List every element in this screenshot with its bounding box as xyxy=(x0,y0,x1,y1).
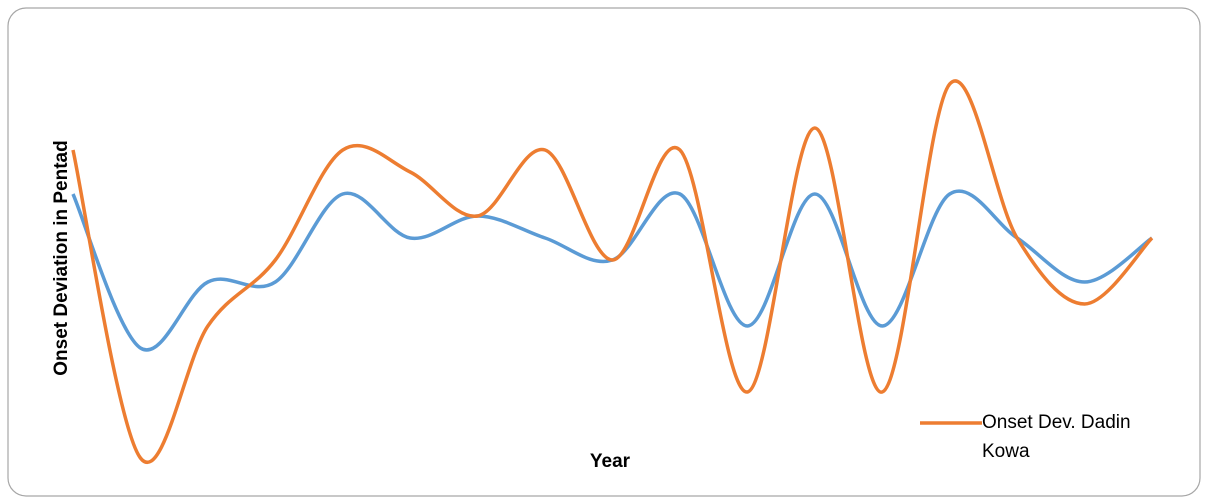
x-axis-label: Year xyxy=(590,451,631,472)
chart-border xyxy=(7,7,1201,497)
line-series xyxy=(71,189,1154,352)
y-axis-label: Onset Deviation in Pentad xyxy=(51,140,72,375)
line-series xyxy=(71,79,1154,464)
legend-label: Onset Dev. Dadin Kowa xyxy=(982,412,1131,462)
